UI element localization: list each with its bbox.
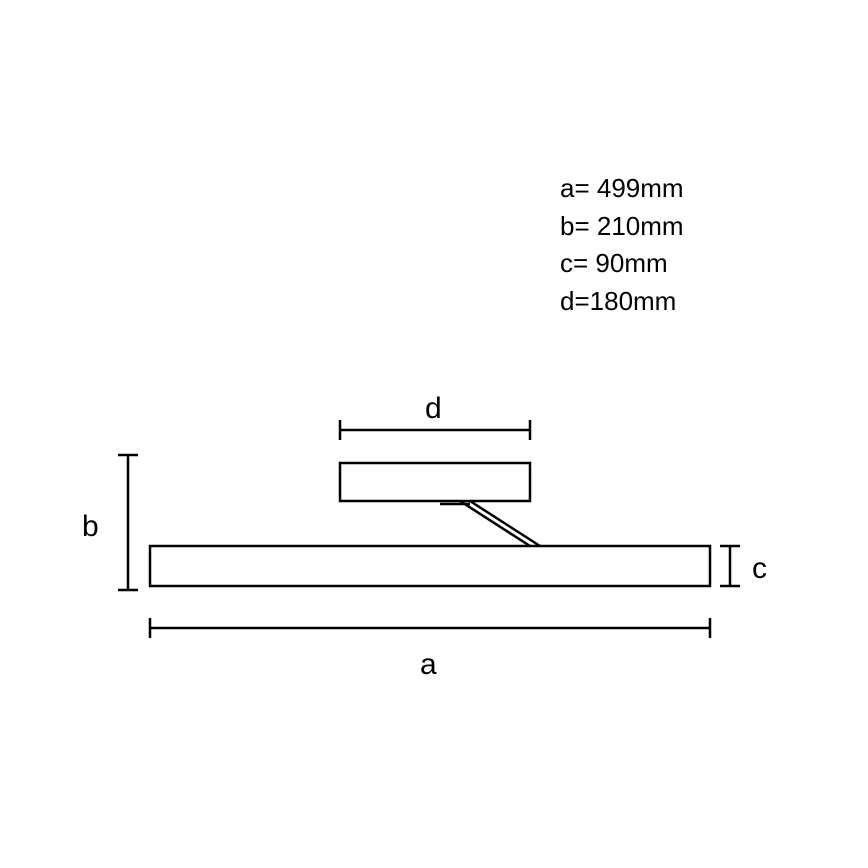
- label-a: a: [420, 648, 437, 682]
- legend-line: b= 210mm: [560, 208, 684, 246]
- diagram-canvas: a= 499mmb= 210mmc= 90mmd=180mm a b c d: [0, 0, 868, 868]
- label-c: c: [752, 552, 767, 586]
- legend-line: a= 499mm: [560, 170, 684, 208]
- label-d: d: [425, 392, 442, 426]
- legend-line: c= 90mm: [560, 245, 684, 283]
- diagram-svg: [0, 0, 868, 868]
- label-b: b: [82, 510, 99, 544]
- dimension-legend: a= 499mmb= 210mmc= 90mmd=180mm: [560, 170, 684, 321]
- legend-line: d=180mm: [560, 283, 684, 321]
